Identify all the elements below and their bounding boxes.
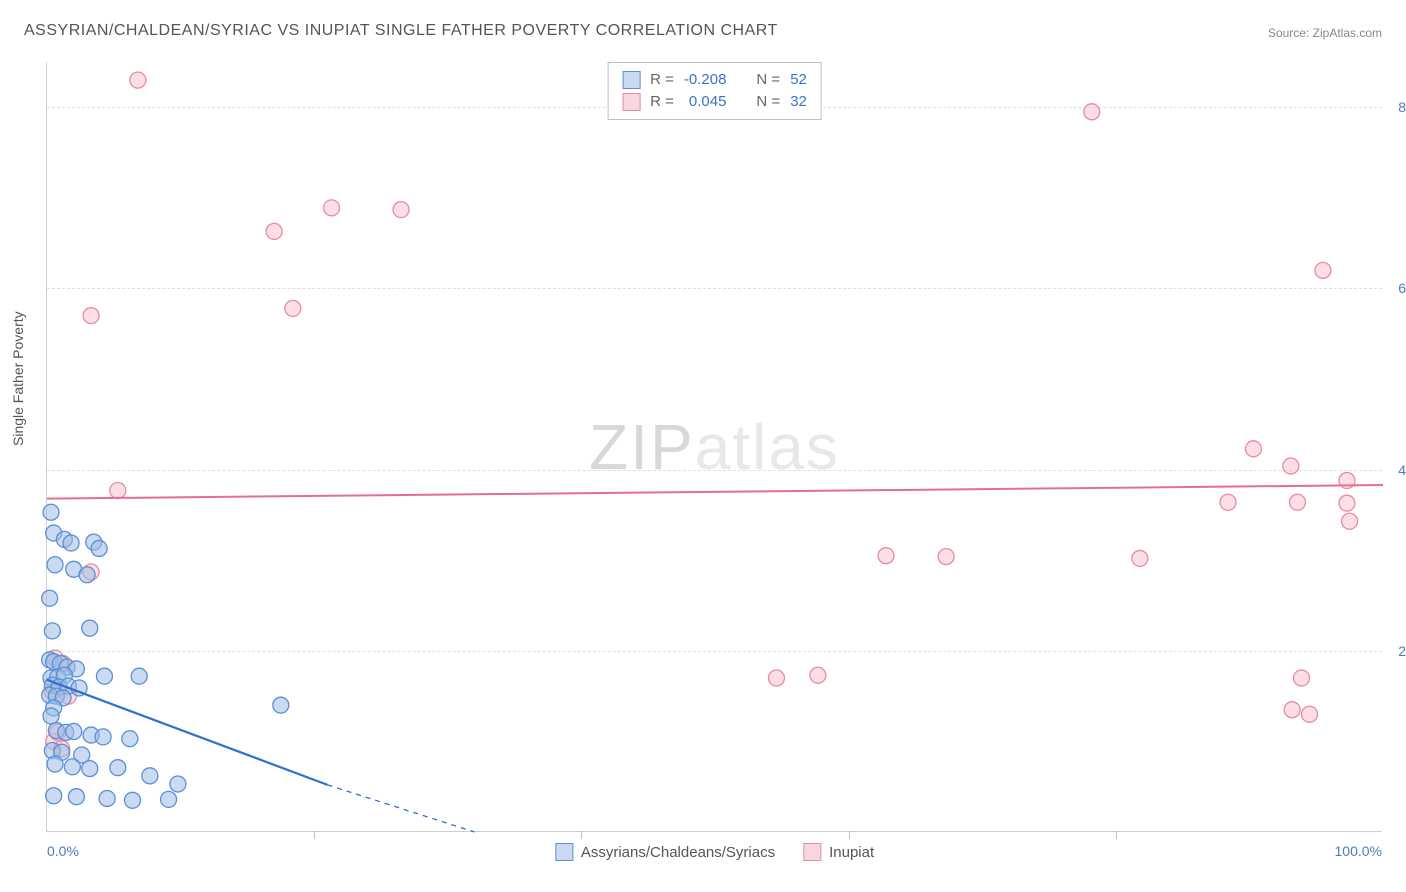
data-point-pink [130,72,146,88]
xtick [849,831,850,839]
xtick [1116,831,1117,839]
data-point-pink [285,300,301,316]
data-point-pink [393,202,409,218]
n-label: N = [756,91,780,113]
data-point-blue [47,756,63,772]
data-point-blue [95,729,111,745]
chart-title: ASSYRIAN/CHALDEAN/SYRIAC VS INUPIAT SING… [24,22,778,40]
data-point-pink [1342,513,1358,529]
data-point-blue [96,668,112,684]
data-point-blue [82,761,98,777]
ytick-label: 60.0% [1388,280,1406,296]
r-label: R = [650,91,674,113]
n-value: 32 [790,91,807,113]
data-point-blue [122,731,138,747]
r-value: -0.208 [684,69,727,91]
data-point-blue [79,567,95,583]
data-point-blue [68,789,84,805]
data-point-blue [82,620,98,636]
data-point-blue [99,790,115,806]
data-point-pink [1315,262,1331,278]
data-point-pink [768,670,784,686]
swatch-pink-icon [622,93,640,111]
data-point-pink [110,482,126,498]
data-point-blue [142,768,158,784]
r-label: R = [650,69,674,91]
data-point-pink [1339,495,1355,511]
legend-row-pink: R = 0.045 N = 32 [622,91,807,113]
data-point-blue [63,535,79,551]
correlation-legend: R = -0.208 N = 52 R = 0.045 N = 32 [607,62,822,120]
data-point-blue [47,557,63,573]
xtick [314,831,315,839]
data-point-blue [110,760,126,776]
legend-label: Inupiat [829,844,874,861]
data-point-pink [324,200,340,216]
data-point-pink [1284,702,1300,718]
data-point-blue [170,776,186,792]
data-point-pink [1289,494,1305,510]
data-point-blue [161,791,177,807]
data-point-pink [810,667,826,683]
legend-row-blue: R = -0.208 N = 52 [622,69,807,91]
data-point-pink [1294,670,1310,686]
data-point-pink [878,548,894,564]
y-axis-label: Single Father Poverty [10,311,26,446]
chart-svg [47,62,1382,831]
trendline-blue-extrapolated [328,785,475,832]
data-point-blue [66,723,82,739]
swatch-blue-icon [622,71,640,89]
data-point-pink [938,549,954,565]
data-point-blue [44,623,60,639]
data-point-blue [125,792,141,808]
data-point-pink [83,308,99,324]
n-value: 52 [790,69,807,91]
data-point-blue [42,590,58,606]
data-point-blue [46,788,62,804]
data-point-pink [1283,458,1299,474]
data-point-pink [266,223,282,239]
data-point-pink [1220,494,1236,510]
source-label: Source: ZipAtlas.com [1268,26,1382,40]
data-point-pink [1245,441,1261,457]
legend-label: Assyrians/Chaldeans/Syriacs [581,844,775,861]
data-point-blue [91,540,107,556]
data-point-blue [43,504,59,520]
xtick [581,831,582,839]
trendline-pink [47,485,1383,499]
data-point-pink [1084,104,1100,120]
data-point-blue [273,697,289,713]
ytick-label: 80.0% [1388,99,1406,115]
swatch-pink-icon [803,843,821,861]
legend-item-blue: Assyrians/Chaldeans/Syriacs [555,843,775,861]
data-point-blue [43,708,59,724]
xtick-label-min: 0.0% [47,843,79,859]
r-value: 0.045 [684,91,727,113]
data-point-pink [1302,706,1318,722]
swatch-blue-icon [555,843,573,861]
n-label: N = [756,69,780,91]
plot-area: ZIPatlas R = -0.208 N = 52 R = 0.045 N =… [46,62,1382,832]
data-point-blue [64,759,80,775]
data-point-blue [131,668,147,684]
legend-item-pink: Inupiat [803,843,874,861]
ytick-label: 40.0% [1388,462,1406,478]
data-point-pink [1132,550,1148,566]
ytick-label: 20.0% [1388,643,1406,659]
series-legend: Assyrians/Chaldeans/Syriacs Inupiat [555,843,874,861]
xtick-label-max: 100.0% [1335,843,1382,859]
